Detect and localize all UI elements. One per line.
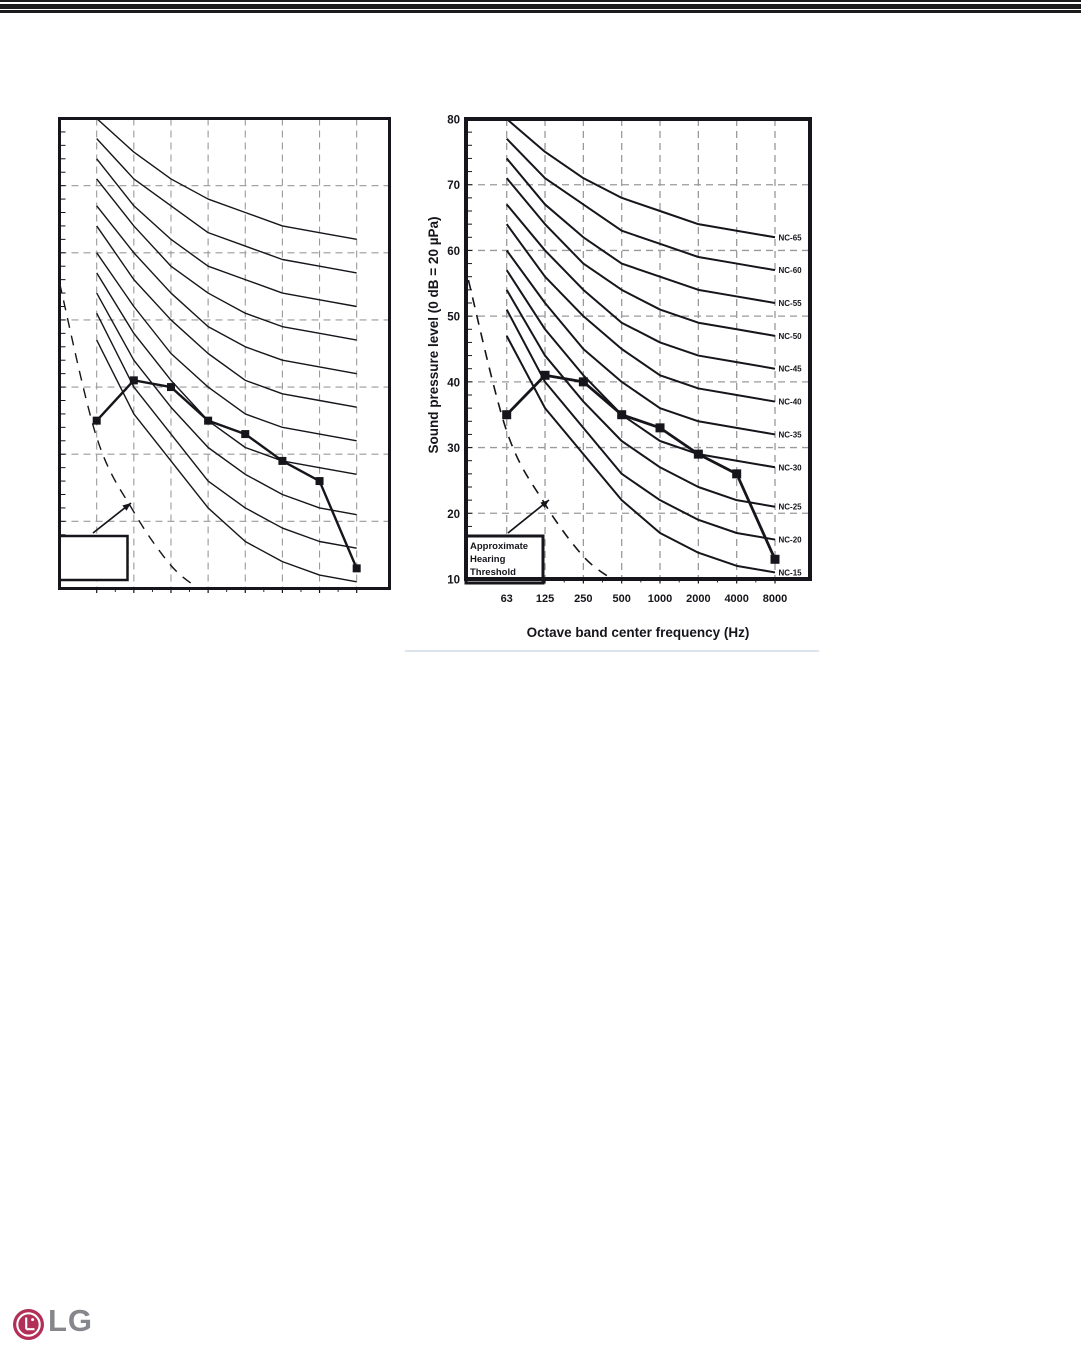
y-axis-tick-label: 10 <box>447 575 460 587</box>
nc-curve <box>96 272 357 476</box>
nc-curve-label: NC-25 <box>779 503 803 512</box>
nc-curve <box>96 252 357 442</box>
measured-marker <box>129 376 138 385</box>
nc-curve <box>506 118 776 239</box>
measured-marker <box>352 564 361 573</box>
separator-line <box>405 650 819 652</box>
lg-face-icon <box>16 1312 41 1337</box>
x-axis-tick-label: 125 <box>536 593 554 605</box>
annotation-arrowhead <box>122 503 131 511</box>
y-axis-tick-label: 30 <box>447 443 460 455</box>
y-axis-tick-label: 60 <box>447 246 460 258</box>
lg-logo-emblem <box>13 1309 44 1340</box>
nc-curve-label: NC-45 <box>779 365 803 374</box>
measured-marker <box>770 554 780 564</box>
nc-curve <box>505 289 776 508</box>
y-axis-tick-label: 50 <box>447 312 460 324</box>
measured-marker <box>578 377 588 387</box>
measured-marker <box>315 477 324 486</box>
nc-curve <box>505 223 776 403</box>
measured-marker <box>204 416 213 425</box>
y-axis-tick-label: 40 <box>447 377 460 389</box>
nc-curve <box>505 269 776 469</box>
nc-curve <box>96 292 357 516</box>
x-axis-tick-label: 4000 <box>724 593 748 605</box>
header-bar-1 <box>0 0 1081 2</box>
nc-curve-label: NC-55 <box>779 299 803 308</box>
nc-curve-label: NC-60 <box>779 266 803 275</box>
measured-marker <box>655 423 665 433</box>
nc-curve-label: NC-15 <box>779 568 803 577</box>
nc-chart-labeled: NC-65 NC-60 NC-55 NC-50 NC-45 NC-40 NC-35 NC-30… <box>426 115 812 640</box>
nc-curve <box>96 225 357 408</box>
hearing-threshold-curve <box>467 279 613 580</box>
annotation-text: Approximate <box>470 541 528 552</box>
y-axis-tick-label: 20 <box>447 509 460 521</box>
nc-curve <box>505 157 776 304</box>
nc-curve-label: NC-40 <box>779 398 803 407</box>
annotation-arrowhead <box>540 500 549 508</box>
x-axis-tick-label: 500 <box>613 593 631 605</box>
nc-curve-label: NC-30 <box>779 463 803 472</box>
nc-curve <box>96 339 357 583</box>
y-axis-tick-label: 80 <box>447 115 460 127</box>
measured-marker <box>617 410 627 420</box>
measured-marker <box>693 449 703 459</box>
nc-curve-label: NC-50 <box>779 332 803 341</box>
x-axis-tick-label: 250 <box>574 593 592 605</box>
nc-curve <box>505 138 776 272</box>
nc-curve-label: NC-35 <box>779 430 803 439</box>
nc-curve <box>96 117 357 241</box>
nc-curve <box>505 335 776 574</box>
x-axis-title: Octave band center frequency (Hz) <box>527 625 750 640</box>
nc-curve <box>505 177 776 337</box>
x-axis-tick-label: 8000 <box>763 593 787 605</box>
plot-border <box>58 117 391 590</box>
hearing-threshold-curve <box>58 282 199 590</box>
measured-line <box>95 379 358 569</box>
y-axis-tick-label: 70 <box>447 180 460 192</box>
measured-marker <box>278 456 287 465</box>
nc-curve <box>96 312 357 549</box>
nc-curve <box>96 178 357 341</box>
measured-marker <box>502 410 512 420</box>
x-axis-tick-label: 63 <box>501 593 513 605</box>
x-axis-tick-label: 1000 <box>648 593 672 605</box>
measured-line <box>505 373 777 560</box>
nc-curve <box>96 138 357 274</box>
measured-marker <box>92 416 101 425</box>
annotation-box <box>58 534 129 582</box>
nc-chart-unlabeled <box>58 117 391 593</box>
annotation-text: Threshold <box>470 567 516 578</box>
measured-marker <box>732 469 742 479</box>
nc-curve <box>96 158 357 308</box>
measured-marker <box>166 383 175 392</box>
y-axis-title: Sound pressure level (0 dB = 20 µPa) <box>426 217 441 454</box>
header-bar-2 <box>0 4 1081 9</box>
nc-curve <box>505 249 776 436</box>
measured-marker <box>241 430 250 439</box>
nc-curve-label: NC-65 <box>779 233 803 242</box>
measured-marker <box>540 370 550 380</box>
x-axis-tick-label: 2000 <box>686 593 710 605</box>
lg-logo-text: LG <box>48 1303 94 1338</box>
nc-curve-label: NC-20 <box>779 536 803 545</box>
nc-curve <box>505 309 776 541</box>
nc-curve <box>96 205 357 375</box>
annotation-arrow <box>507 499 550 534</box>
header-bar-3 <box>0 10 1081 13</box>
annotation-text: Hearing <box>470 554 506 565</box>
nc-curve <box>505 203 776 370</box>
plot-border <box>464 117 812 581</box>
